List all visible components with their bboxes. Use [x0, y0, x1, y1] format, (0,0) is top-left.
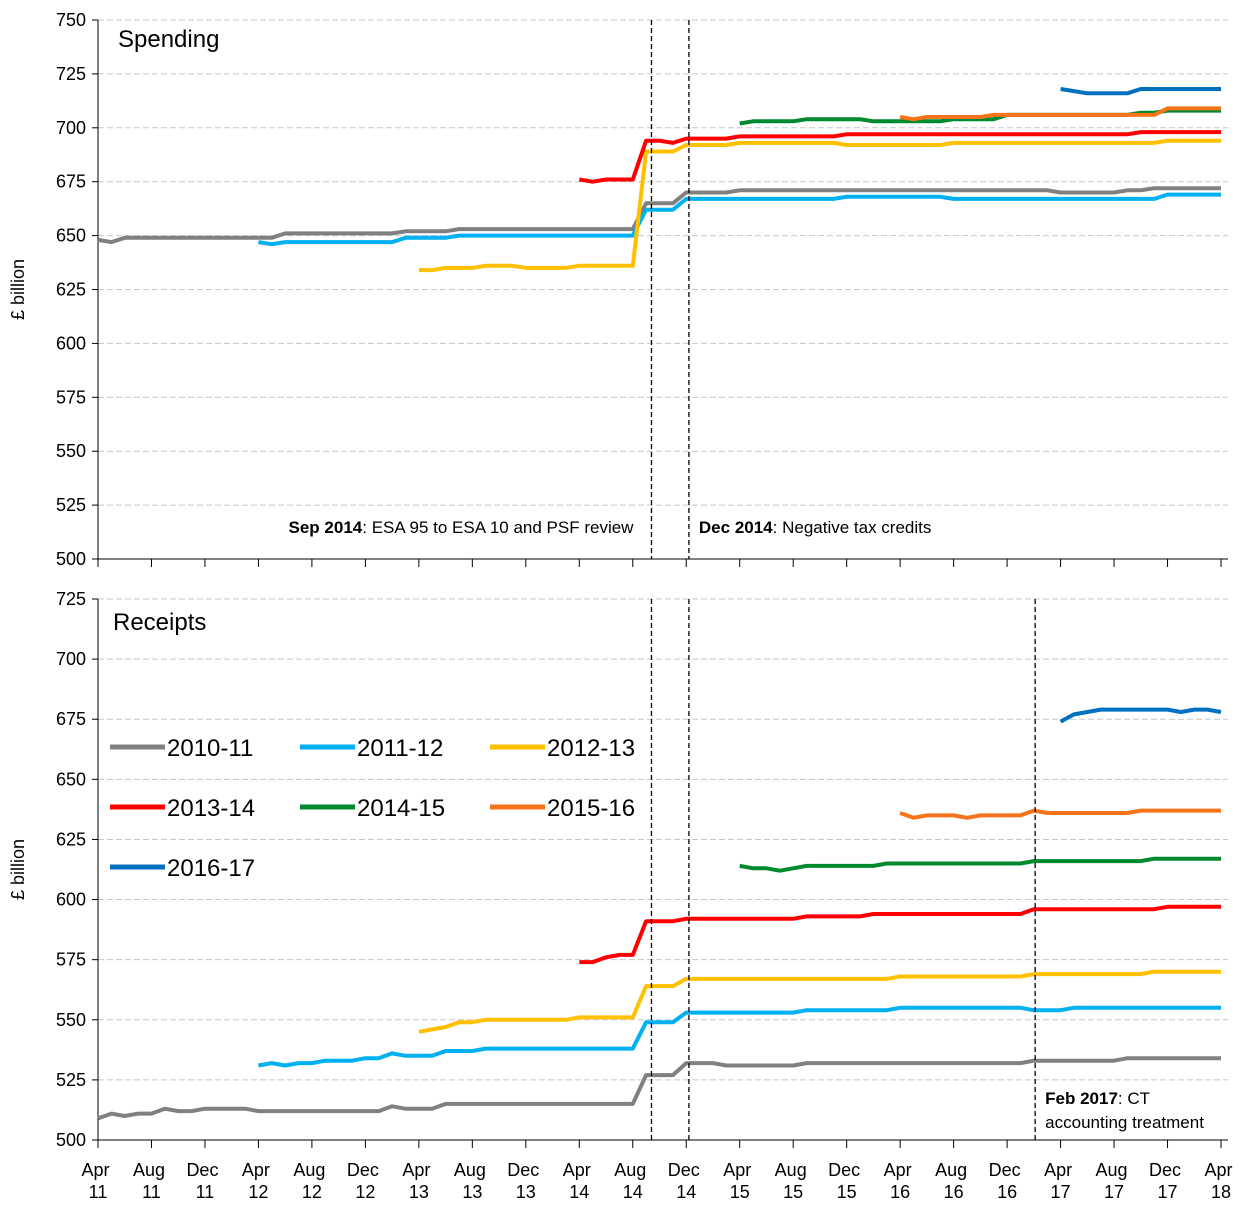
x-tick-label: Dec 13 [507, 1160, 544, 1202]
x-tick-label: Apr 14 [563, 1160, 596, 1202]
y-tick-label: 600 [56, 333, 86, 353]
x-tick-label: Apr 12 [242, 1160, 275, 1202]
panel-title: Receipts [113, 609, 206, 636]
legend-label: 2016-17 [167, 855, 255, 882]
x-tick-label: Dec 14 [668, 1160, 705, 1202]
annotation: accounting treatment [1045, 1113, 1204, 1132]
annotation-text: : Negative tax credits [773, 518, 932, 537]
panel-title: Spending [118, 26, 219, 53]
series-line [97, 1056, 1221, 1121]
x-tick-label: Dec 11 [186, 1160, 223, 1202]
y-tick-label: 650 [56, 769, 86, 789]
series-line [899, 106, 1221, 122]
annotation-date: Feb 2017 [1045, 1089, 1118, 1108]
legend-label: 2010-11 [167, 735, 253, 762]
legend-label: 2013-14 [167, 795, 255, 822]
x-tick-label: Aug 12 [293, 1160, 330, 1202]
x-tick-label: Apr 16 [884, 1160, 917, 1202]
annotation-text: : ESA 95 to ESA 10 and PSF review [362, 518, 634, 537]
x-tick-label: Apr 13 [402, 1160, 435, 1202]
y-tick-label: 700 [56, 118, 86, 138]
y-tick-label: 525 [56, 1070, 86, 1090]
x-tick-label: Aug 14 [614, 1160, 651, 1202]
x-tick-label: Dec 17 [1149, 1160, 1186, 1202]
x-tick-label: Dec 12 [347, 1160, 384, 1202]
y-tick-label: 675 [56, 172, 86, 192]
x-tick-label: Apr 17 [1044, 1160, 1077, 1202]
x-tick-label: Aug 13 [454, 1160, 491, 1202]
x-tick-label: Aug 15 [775, 1160, 812, 1202]
annotation-text: : CT [1118, 1089, 1150, 1108]
y-tick-label: 575 [56, 950, 86, 970]
series-line [97, 186, 1221, 245]
series-line [579, 904, 1221, 965]
y-tick-label: 550 [56, 1010, 86, 1030]
y-tick-label: 500 [56, 1130, 86, 1150]
y-tick-label: 500 [56, 549, 86, 569]
x-tick-label: Apr 18 [1204, 1160, 1237, 1202]
series-line [1060, 87, 1221, 96]
y-tick-label: 575 [56, 387, 86, 407]
annotation: Feb 2017: CT [1045, 1089, 1150, 1108]
series-line [739, 856, 1221, 873]
y-tick-label: 600 [56, 890, 86, 910]
annotation: Dec 2014: Negative tax credits [699, 518, 931, 537]
y-tick-label: 625 [56, 280, 86, 300]
x-tick-label: Aug 16 [935, 1160, 972, 1202]
annotation-date: Sep 2014 [289, 518, 363, 537]
series-line [739, 108, 1221, 126]
y-tick-label: 650 [56, 226, 86, 246]
y-tick-label: 625 [56, 829, 86, 849]
annotation: Sep 2014: ESA 95 to ESA 10 and PSF revie… [289, 518, 635, 537]
legend-label: 2012-13 [547, 735, 635, 762]
y-tick-label: 525 [56, 495, 86, 515]
x-tick-label: Dec 15 [828, 1160, 865, 1202]
y-tick-label: 550 [56, 441, 86, 461]
x-tick-label: Apr 11 [81, 1160, 114, 1202]
series-line [258, 1005, 1221, 1068]
x-tick-label: Apr 15 [723, 1160, 756, 1202]
y-tick-label: 725 [56, 64, 86, 84]
x-tick-label: Aug 11 [133, 1160, 170, 1202]
series-line [578, 130, 1221, 184]
series-line [418, 138, 1221, 273]
y-tick-label: 725 [56, 589, 86, 609]
x-tick-label: Aug 17 [1096, 1160, 1133, 1202]
legend-label: 2011-12 [357, 735, 443, 762]
series-line [899, 808, 1221, 820]
annotation-date: Dec 2014 [699, 518, 773, 537]
y-axis-label: £ billion [8, 259, 28, 320]
x-tick-label: Dec 16 [989, 1160, 1026, 1202]
y-tick-label: 750 [56, 10, 86, 30]
series-line [258, 192, 1221, 247]
series-line [418, 969, 1221, 1034]
y-tick-label: 675 [56, 709, 86, 729]
series-line [1059, 707, 1222, 724]
y-axis-label: £ billion [8, 839, 28, 900]
y-tick-label: 700 [56, 649, 86, 669]
legend-label: 2015-16 [547, 795, 635, 822]
legend-label: 2014-15 [357, 795, 445, 822]
